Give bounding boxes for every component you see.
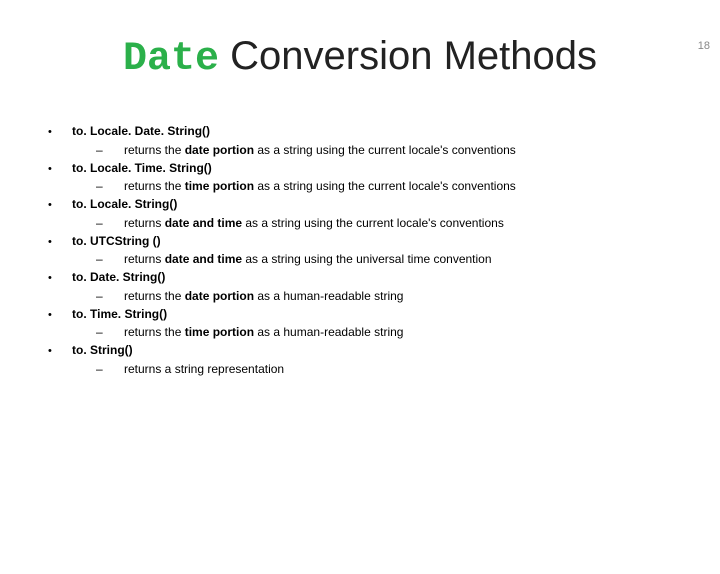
method-row: •to. Locale. Date. String() bbox=[48, 122, 720, 141]
desc-post: as a string using the current locale's c… bbox=[254, 143, 516, 157]
bullet-icon: • bbox=[48, 305, 72, 324]
desc-bold: time portion bbox=[185, 325, 254, 339]
method-name: to. Locale. Time. String() bbox=[72, 159, 212, 177]
slide-title: Date Conversion Methods bbox=[0, 34, 720, 82]
method-desc: returns the time portion as a string usi… bbox=[124, 177, 516, 195]
method-row: •to. UTCString () bbox=[48, 232, 720, 251]
desc-post: as a string using the current locale's c… bbox=[254, 179, 516, 193]
title-rest: Conversion Methods bbox=[219, 34, 597, 78]
desc-pre: returns the bbox=[124, 143, 185, 157]
dash-icon: – bbox=[96, 141, 124, 159]
dash-icon: – bbox=[96, 177, 124, 195]
bullet-icon: • bbox=[48, 341, 72, 360]
method-name: to. Date. String() bbox=[72, 268, 165, 286]
page-number: 18 bbox=[698, 40, 710, 52]
method-desc: returns date and time as a string using … bbox=[124, 214, 504, 232]
method-desc: returns a string representation bbox=[124, 360, 284, 378]
desc-post: as a human-readable string bbox=[254, 289, 403, 303]
method-desc: returns date and time as a string using … bbox=[124, 250, 492, 268]
desc-bold: date portion bbox=[185, 143, 254, 157]
method-row: •to. Locale. String() bbox=[48, 195, 720, 214]
bullet-icon: • bbox=[48, 232, 72, 251]
method-desc: returns the time portion as a human-read… bbox=[124, 323, 403, 341]
desc-post: as a human-readable string bbox=[254, 325, 403, 339]
dash-icon: – bbox=[96, 214, 124, 232]
desc-bold: date and time bbox=[165, 216, 242, 230]
method-desc-row: –returns the date portion as a human-rea… bbox=[48, 287, 720, 305]
method-desc-row: –returns date and time as a string using… bbox=[48, 250, 720, 268]
content-list: •to. Locale. Date. String()–returns the … bbox=[48, 122, 720, 378]
dash-icon: – bbox=[96, 287, 124, 305]
dash-icon: – bbox=[96, 360, 124, 378]
desc-pre: returns bbox=[124, 216, 165, 230]
method-desc: returns the date portion as a human-read… bbox=[124, 287, 403, 305]
desc-pre: returns the bbox=[124, 325, 185, 339]
method-row: •to. Time. String() bbox=[48, 305, 720, 324]
desc-bold: date and time bbox=[165, 252, 242, 266]
method-desc-row: –returns the time portion as a string us… bbox=[48, 177, 720, 195]
method-desc-row: –returns the time portion as a human-rea… bbox=[48, 323, 720, 341]
desc-pre: returns a string representation bbox=[124, 362, 284, 376]
bullet-icon: • bbox=[48, 195, 72, 214]
method-name: to. UTCString () bbox=[72, 232, 161, 250]
desc-pre: returns the bbox=[124, 289, 185, 303]
dash-icon: – bbox=[96, 323, 124, 341]
method-desc: returns the date portion as a string usi… bbox=[124, 141, 516, 159]
desc-pre: returns bbox=[124, 252, 165, 266]
bullet-icon: • bbox=[48, 122, 72, 141]
desc-post: as a string using the current locale's c… bbox=[242, 216, 504, 230]
method-row: •to. Locale. Time. String() bbox=[48, 159, 720, 178]
method-name: to. Time. String() bbox=[72, 305, 167, 323]
method-desc-row: –returns the date portion as a string us… bbox=[48, 141, 720, 159]
bullet-icon: • bbox=[48, 268, 72, 287]
bullet-icon: • bbox=[48, 159, 72, 178]
method-desc-row: –returns a string representation bbox=[48, 360, 720, 378]
method-desc-row: –returns date and time as a string using… bbox=[48, 214, 720, 232]
method-row: •to. Date. String() bbox=[48, 268, 720, 287]
dash-icon: – bbox=[96, 250, 124, 268]
desc-bold: date portion bbox=[185, 289, 254, 303]
method-name: to. String() bbox=[72, 341, 133, 359]
desc-bold: time portion bbox=[185, 179, 254, 193]
title-mono: Date bbox=[123, 37, 219, 82]
desc-pre: returns the bbox=[124, 179, 185, 193]
method-name: to. Locale. String() bbox=[72, 195, 177, 213]
desc-post: as a string using the universal time con… bbox=[242, 252, 491, 266]
method-name: to. Locale. Date. String() bbox=[72, 122, 210, 140]
method-row: •to. String() bbox=[48, 341, 720, 360]
